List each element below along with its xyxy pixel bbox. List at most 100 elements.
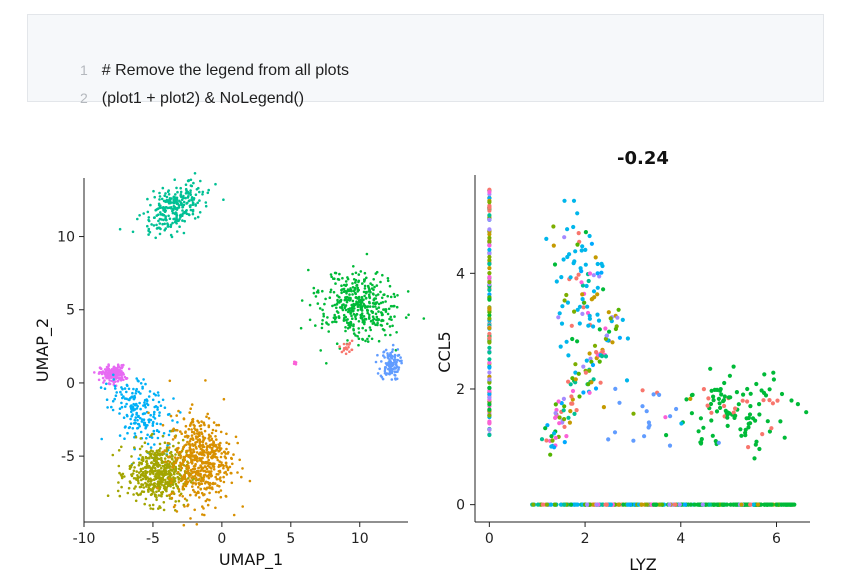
- umap-point-cluster-olive: [111, 453, 115, 457]
- umap-point-cluster-gold: [214, 506, 217, 510]
- umap-point-cluster-magenta: [103, 368, 107, 371]
- umap-point-cluster-cyan: [111, 399, 115, 403]
- umap-point-cluster-green: [368, 313, 371, 317]
- umap-point-cluster-green: [343, 289, 347, 293]
- scatter-point-zero-column: [487, 254, 492, 260]
- umap-point-cluster-gold: [217, 423, 221, 427]
- scatter-point-t-cell-cloud: [603, 326, 608, 331]
- umap-point-cluster-gold: [183, 483, 186, 487]
- umap-point-cluster-olive: [140, 445, 144, 448]
- umap-point-cluster-green: [351, 299, 355, 303]
- umap-point-cluster-blue: [387, 361, 390, 365]
- scatter-point-t-cell-cloud: [595, 285, 600, 290]
- scatter-point-zero-column: [487, 306, 492, 311]
- scatter-point-t-cell-cloud: [587, 271, 593, 276]
- umap-point-cluster-cyan: [149, 446, 153, 449]
- scatter-point-zero-row: [748, 502, 753, 507]
- umap-point-cluster-gold: [182, 460, 185, 463]
- umap-point-cluster-cyan: [151, 398, 155, 402]
- scatter-point-zero-row: [594, 502, 599, 507]
- umap-point-cluster-olive: [159, 481, 162, 485]
- umap-point-cluster-gold: [221, 464, 225, 467]
- umap-point-cluster-green: [319, 349, 323, 352]
- umap-point-cluster-gold: [192, 423, 195, 427]
- umap-point-cluster-gold: [206, 503, 210, 507]
- umap-point-cluster-green: [346, 276, 349, 279]
- umap-point-cluster-teal: [183, 219, 186, 223]
- umap-point-cluster-gold: [213, 482, 217, 485]
- umap-point-cluster-teal: [152, 189, 155, 193]
- umap-point-cluster-olive: [162, 474, 166, 478]
- umap-point-cluster-gold: [180, 432, 183, 436]
- umap-point-cluster-green: [380, 318, 384, 322]
- umap-point-cluster-teal: [162, 218, 165, 222]
- umap-point-cluster-red: [344, 352, 348, 356]
- umap-point-cluster-gold: [197, 470, 200, 473]
- umap-point-cluster-gold: [209, 435, 212, 438]
- umap-point-cluster-gold: [191, 485, 194, 488]
- umap-point-cluster-gold: [182, 446, 185, 449]
- scatter-point-t-cell-cloud: [561, 257, 566, 262]
- umap-point-cluster-green: [342, 313, 346, 317]
- scatter-point-t-cell-cloud: [566, 353, 571, 358]
- umap-point-cluster-gold: [201, 466, 204, 470]
- code-text: (plot1 + plot2) & NoLegend(): [101, 90, 305, 107]
- scatter-x-tick-label: 0: [485, 531, 494, 547]
- umap-point-cluster-green: [323, 302, 326, 306]
- umap-point-cluster-gold: [176, 429, 179, 432]
- umap-point-cluster-green: [384, 308, 388, 311]
- scatter-point-zero-column: [487, 365, 492, 370]
- scatter-point-mono-cloud: [760, 432, 765, 437]
- scatter-point-zero-column: [487, 413, 492, 418]
- umap-point-cluster-cyan: [152, 429, 156, 433]
- umap-point-cluster-olive: [164, 480, 167, 484]
- umap-point-cluster-cyan: [146, 433, 149, 437]
- scatter-point-t-cell-cloud: [583, 262, 588, 267]
- umap-point-cluster-teal: [184, 192, 188, 195]
- umap-point-cluster-blue: [397, 353, 401, 357]
- umap-point-cluster-teal: [185, 190, 188, 193]
- umap-point-cluster-cyan: [141, 387, 144, 390]
- umap-point-cluster-red: [340, 350, 344, 354]
- umap-point-cluster-olive: [144, 472, 147, 476]
- umap-point-cluster-olive: [160, 491, 163, 494]
- umap-point-cluster-green: [363, 284, 367, 288]
- umap-point-cluster-green: [357, 299, 361, 302]
- umap-point-cluster-gold: [208, 491, 211, 495]
- umap-point-cluster-teal: [159, 211, 162, 214]
- umap-point-cluster-teal: [196, 215, 200, 219]
- umap-point-cluster-gold: [200, 431, 203, 434]
- umap-point-cluster-magenta: [106, 366, 109, 369]
- umap-point-cluster-gold: [196, 419, 199, 423]
- scatter-point-zero-column: [487, 421, 492, 426]
- umap-point-cluster-green: [320, 326, 324, 330]
- umap-point-cluster-gold: [166, 441, 170, 445]
- umap-point-cluster-olive: [177, 490, 181, 493]
- umap-point-cluster-gold: [179, 430, 182, 433]
- scatter-point-diagonal-band: [604, 333, 610, 338]
- umap-point-cluster-teal: [179, 201, 182, 204]
- umap-point-cluster-gold: [204, 470, 208, 474]
- umap-point-cluster-olive: [157, 474, 161, 478]
- umap-point-cluster-olive: [162, 486, 166, 490]
- umap-point-cluster-gold: [168, 460, 172, 464]
- umap-point-cluster-green: [330, 275, 333, 279]
- umap-point-cluster-magenta: [102, 381, 105, 384]
- umap-point-cluster-gold: [193, 508, 196, 512]
- umap-point-cluster-blue: [380, 360, 383, 363]
- umap-point-cluster-olive: [161, 434, 165, 438]
- scatter-point-t-cell-cloud: [585, 304, 590, 309]
- umap-point-cluster-gold: [184, 431, 187, 434]
- scatter-point-diagonal-band: [569, 394, 574, 399]
- scatter-point-sparse-mid: [631, 411, 636, 416]
- umap-point-cluster-blue: [376, 353, 379, 357]
- umap-point-cluster-cyan: [133, 422, 137, 425]
- umap-point-cluster-cyan: [152, 413, 156, 416]
- scatter-point-t-cell-cloud: [579, 269, 584, 274]
- scatter-point-diagonal-band: [545, 423, 550, 428]
- umap-point-cluster-gold: [192, 481, 195, 485]
- umap-point-cluster-cyan: [152, 392, 156, 396]
- umap-point-cluster-olive: [140, 472, 144, 476]
- umap-point-cluster-blue: [379, 374, 383, 378]
- umap-point-cluster-teal: [167, 193, 171, 196]
